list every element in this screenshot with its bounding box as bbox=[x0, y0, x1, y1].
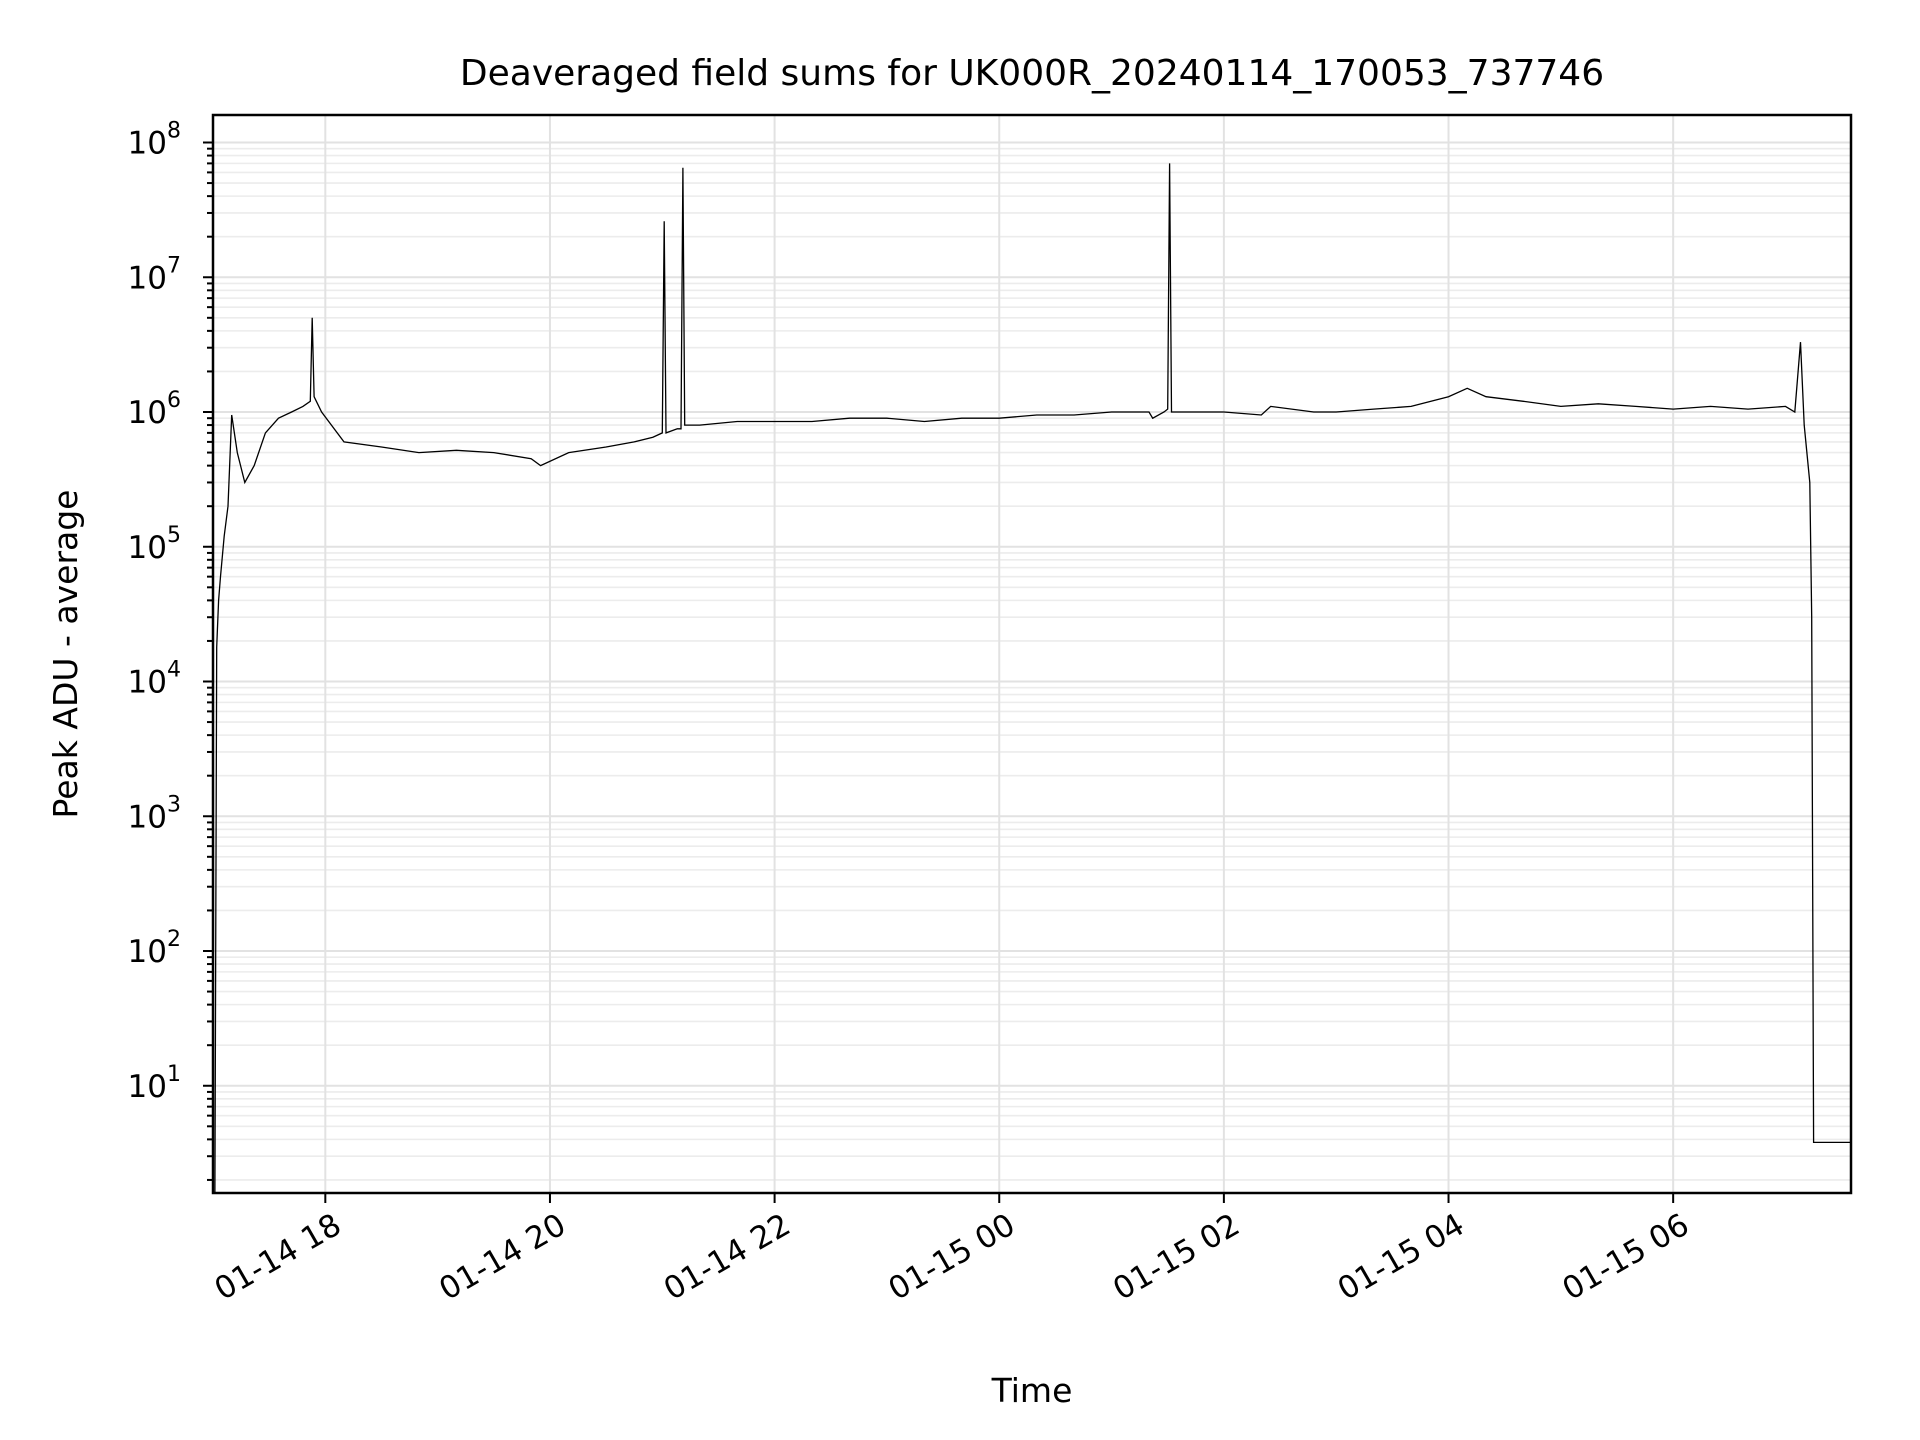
minor-grid bbox=[213, 147, 1851, 1181]
y-axis: 101 102 103 104 105 106 107 108 bbox=[128, 119, 213, 1181]
x-tick-label: 01-14 20 bbox=[433, 1207, 572, 1308]
x-tick-label: 01-15 02 bbox=[1107, 1207, 1246, 1308]
plot-frame bbox=[211, 113, 1853, 1195]
x-tick-label: 01-15 06 bbox=[1556, 1207, 1695, 1308]
y-axis-label: Peak ADU - average bbox=[46, 490, 85, 819]
x-tick-label: 01-14 22 bbox=[658, 1207, 797, 1308]
y-tick-label: 108 bbox=[128, 119, 181, 162]
y-tick-label: 101 bbox=[128, 1062, 181, 1105]
x-tick-label: 01-15 00 bbox=[883, 1207, 1022, 1308]
y-tick-label: 106 bbox=[128, 388, 181, 431]
x-axis-label: Time bbox=[991, 1371, 1073, 1410]
y-tick-label: 103 bbox=[128, 792, 181, 835]
x-tick-label: 01-14 18 bbox=[209, 1207, 348, 1308]
series-layer bbox=[214, 163, 1851, 1194]
y-tick-label: 102 bbox=[128, 927, 181, 970]
data-series-line bbox=[214, 163, 1851, 1194]
y-tick-label: 104 bbox=[128, 658, 181, 701]
y-tick-label: 105 bbox=[128, 523, 181, 566]
x-axis: 01-14 18 01-14 20 01-14 22 01-15 00 01-15 02… bbox=[209, 1193, 1695, 1308]
major-grid bbox=[213, 115, 1851, 1193]
y-tick-label: 107 bbox=[128, 253, 181, 296]
x-tick-label: 01-15 04 bbox=[1332, 1207, 1471, 1308]
chart-title: Deaveraged field sums for UK000R_2024011… bbox=[460, 53, 1604, 94]
